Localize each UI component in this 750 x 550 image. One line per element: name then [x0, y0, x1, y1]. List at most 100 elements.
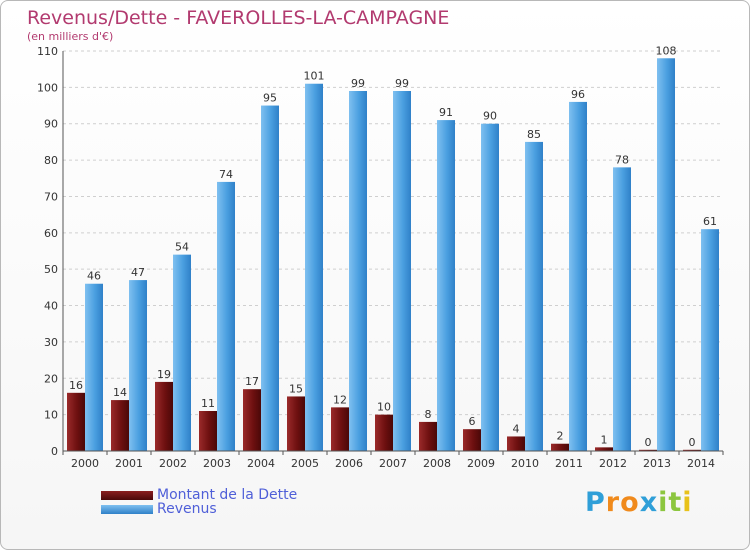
y-tick-label: 40	[44, 300, 58, 313]
data-label-dette: 0	[645, 436, 652, 449]
data-label-revenus: 101	[304, 70, 325, 83]
data-label-dette: 12	[333, 393, 347, 406]
y-tick-label: 60	[44, 227, 58, 240]
bar-dette	[243, 389, 261, 451]
logo-letter: i	[682, 487, 693, 518]
data-label-dette: 0	[689, 436, 696, 449]
bar-revenus	[657, 58, 675, 451]
x-tick-label: 2013	[643, 457, 671, 470]
data-label-revenus: 95	[263, 92, 277, 105]
y-tick-label: 10	[44, 409, 58, 422]
labels-layer: 1646144719541174179515101129910998916904…	[69, 44, 717, 449]
legend-swatch-dette	[101, 490, 153, 500]
data-label-dette: 14	[113, 386, 127, 399]
data-label-revenus: 85	[527, 128, 541, 141]
data-label-dette: 16	[69, 379, 83, 392]
bar-dette	[111, 400, 129, 451]
bar-revenus	[305, 83, 323, 452]
x-tick-label: 2009	[467, 457, 495, 470]
data-label-dette: 19	[157, 368, 171, 381]
legend-label-dette: Montant de la Dette	[157, 487, 298, 503]
bar-revenus	[701, 229, 719, 451]
logo-letter: o	[620, 487, 640, 518]
bar-dette	[683, 449, 701, 451]
data-label-revenus: 74	[219, 168, 233, 181]
chart-subtitle: (en milliers d'€)	[27, 30, 114, 43]
bars-layer	[67, 58, 719, 452]
proxiti-logo: Proxiti	[585, 487, 693, 518]
data-label-dette: 17	[245, 375, 259, 388]
y-tick-label: 20	[44, 372, 58, 385]
x-tick-label: 2003	[203, 457, 231, 470]
data-label-revenus: 61	[703, 215, 717, 228]
y-tick-label: 30	[44, 336, 58, 349]
bar-revenus	[217, 181, 235, 451]
bar-revenus	[349, 91, 367, 451]
logo-letter: r	[605, 487, 621, 518]
bar-revenus	[437, 120, 455, 451]
data-label-dette: 4	[513, 422, 520, 435]
y-tick-label: 0	[51, 445, 58, 458]
y-tick-label: 50	[44, 263, 58, 276]
data-label-dette: 2	[557, 430, 564, 443]
data-label-revenus: 99	[395, 77, 409, 90]
bar-dette	[419, 421, 437, 451]
bar-dette	[551, 443, 569, 451]
legend-item-revenus: Revenus	[101, 501, 217, 517]
bar-revenus	[481, 123, 499, 452]
data-label-dette: 8	[425, 408, 432, 421]
data-label-dette: 10	[377, 401, 391, 414]
data-label-revenus: 78	[615, 153, 629, 166]
y-tick-label: 90	[44, 118, 58, 131]
x-tick-label: 2014	[687, 457, 715, 470]
bar-revenus	[569, 101, 587, 451]
bar-revenus	[173, 254, 191, 451]
x-tick-label: 2002	[159, 457, 187, 470]
x-tick-label: 2008	[423, 457, 451, 470]
data-label-revenus: 54	[175, 241, 189, 254]
bar-dette	[67, 392, 85, 451]
bar-revenus	[525, 141, 543, 451]
bar-dette	[155, 381, 173, 451]
logo-letter: t	[668, 487, 683, 518]
y-tick-label: 110	[37, 45, 58, 58]
x-tick-label: 2010	[511, 457, 539, 470]
y-tick-label: 80	[44, 154, 58, 167]
x-tick-label: 2001	[115, 457, 143, 470]
x-tick-label: 2005	[291, 457, 319, 470]
bar-dette	[199, 411, 217, 451]
data-label-revenus: 91	[439, 106, 453, 119]
bar-revenus	[129, 280, 147, 451]
logo-letter: x	[639, 487, 659, 518]
bar-dette	[639, 449, 657, 451]
logo-letter: i	[658, 487, 669, 518]
x-tick-label: 2004	[247, 457, 275, 470]
bar-dette	[287, 396, 305, 451]
bar-dette	[331, 407, 349, 451]
x-tick-label: 2006	[335, 457, 363, 470]
x-tick-label: 2011	[555, 457, 583, 470]
bar-revenus	[261, 105, 279, 451]
bar-dette	[507, 436, 525, 451]
data-label-dette: 11	[201, 397, 215, 410]
bar-dette	[463, 429, 481, 451]
data-label-dette: 6	[469, 415, 476, 428]
data-label-dette: 15	[289, 382, 303, 395]
data-label-revenus: 90	[483, 110, 497, 123]
data-label-revenus: 96	[571, 88, 585, 101]
legend-swatch-revenus	[101, 504, 153, 514]
bar-revenus	[85, 283, 103, 451]
x-tick-label: 2000	[71, 457, 99, 470]
bar-revenus	[393, 91, 411, 451]
bar-dette	[595, 447, 613, 451]
y-tick-label: 100	[37, 81, 58, 94]
data-label-revenus: 108	[656, 44, 677, 57]
data-label-revenus: 46	[87, 270, 101, 283]
logo-letter: P	[585, 487, 606, 518]
data-label-dette: 1	[601, 433, 608, 446]
x-tick-label: 2007	[379, 457, 407, 470]
bar-revenus	[613, 167, 631, 451]
